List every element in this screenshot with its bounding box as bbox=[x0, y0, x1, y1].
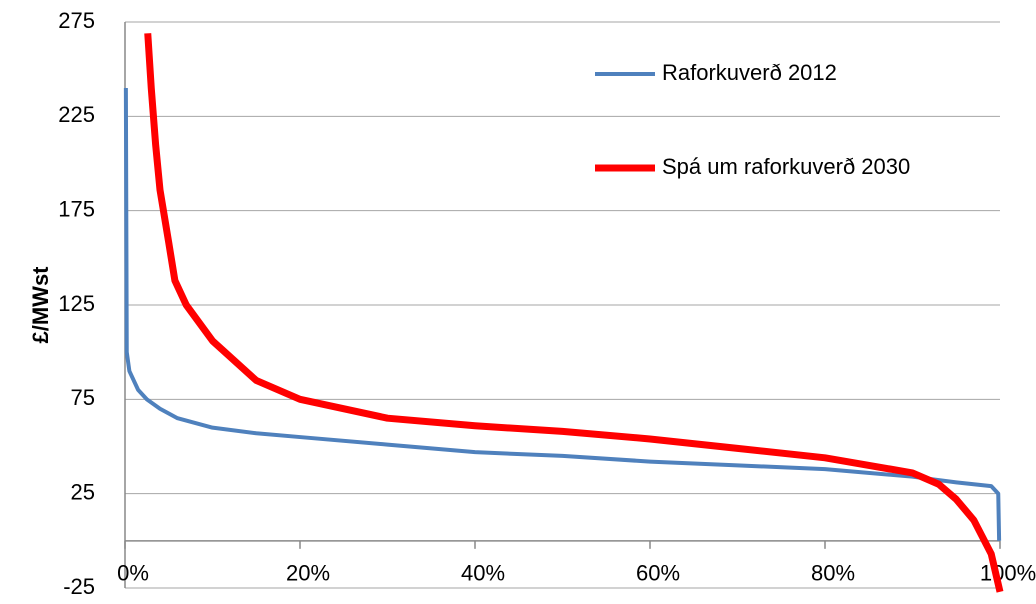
y-axis-label: £/MWst bbox=[28, 266, 53, 344]
legend-label: Spá um raforkuverð 2030 bbox=[662, 154, 910, 179]
legend-label: Raforkuverð 2012 bbox=[662, 60, 837, 85]
x-tick-label: 60% bbox=[636, 561, 680, 586]
x-tick-label: 0% bbox=[117, 561, 149, 586]
y-tick-label: 25 bbox=[71, 479, 95, 504]
x-tick-label: 80% bbox=[811, 561, 855, 586]
x-tick-label: 40% bbox=[461, 561, 505, 586]
series-line bbox=[123, 88, 1002, 541]
x-tick-label: 100% bbox=[980, 561, 1036, 586]
y-tick-label: 125 bbox=[58, 291, 95, 316]
y-tick-label: 225 bbox=[58, 102, 95, 127]
y-tick-label: -25 bbox=[63, 574, 95, 599]
series-line bbox=[144, 33, 1004, 593]
y-tick-label: 175 bbox=[58, 196, 95, 221]
x-tick-label: 20% bbox=[286, 561, 330, 586]
y-tick-label: 275 bbox=[58, 8, 95, 33]
y-tick-label: 75 bbox=[71, 385, 95, 410]
